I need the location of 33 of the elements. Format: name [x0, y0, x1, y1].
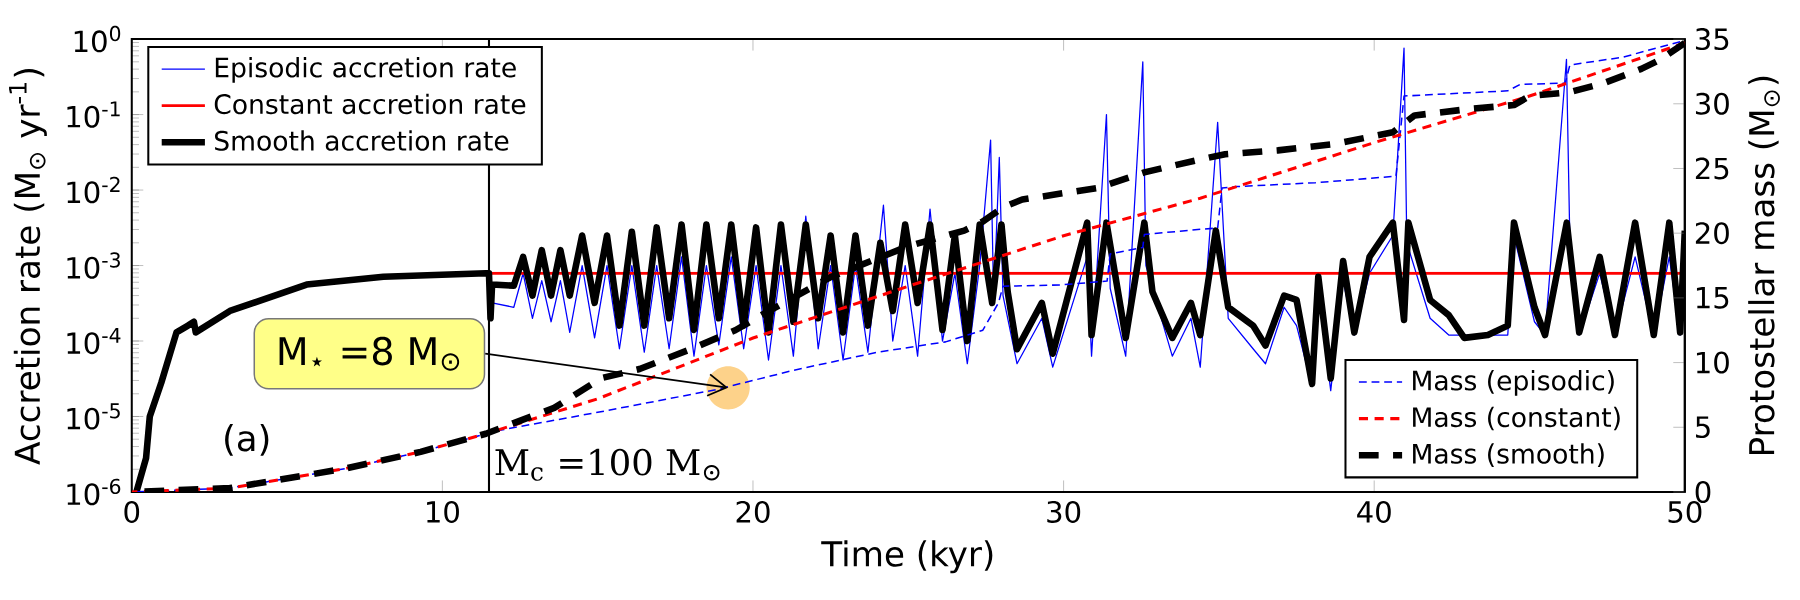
legend-label: Episodic accretion rate	[215, 57, 516, 83]
x-tick-label: 20	[736, 500, 770, 523]
x-axis-title: Time (kyr)	[821, 540, 993, 574]
x-tick-label: 10	[427, 500, 459, 523]
y-tick-label: 10$^{-1}$	[67, 101, 120, 128]
legend-label: Mass (smooth)	[1413, 443, 1604, 467]
y-tick-label: 10$^{-6}$	[67, 478, 121, 506]
y-tick-label: 10$^{-4}$	[67, 327, 121, 355]
x-tick-label: 40	[1357, 500, 1391, 523]
legend-label: Constant accretion rate	[214, 93, 526, 115]
y2-tick-label: 0	[1695, 480, 1711, 503]
y-tick-label: 10$^{-2}$	[67, 176, 120, 204]
y-axis-title: Accretion rate (M$_{⊙}$ yr$^{-1}$)	[9, 69, 47, 465]
y2-tick-label: 25	[1695, 157, 1729, 180]
legend-label: Smooth accretion rate	[215, 130, 509, 151]
y-tick-label: 10$^{0}$	[74, 25, 121, 53]
y-tick-label: 10$^{-5}$	[67, 403, 120, 430]
annotation: (a)	[225, 424, 269, 456]
y2-tick-label: 20	[1695, 222, 1729, 245]
y2-tick-label: 35	[1695, 28, 1729, 51]
y-tick-label: 10$^{-3}$	[67, 252, 120, 279]
y2-axis-title: Protostellar mass (M$_{⊙}$)	[1748, 76, 1780, 454]
x-tick-label: 30	[1047, 500, 1081, 523]
y2-tick-label: 5	[1696, 416, 1710, 439]
annotation: M$_{⋆}$ =8 M$_{⊙}$	[279, 336, 460, 371]
x-tick-label: 0	[124, 500, 140, 523]
legend-label: Mass (constant)	[1413, 406, 1620, 431]
y2-tick-label: 10	[1696, 351, 1729, 374]
legend-label: Mass (episodic)	[1413, 370, 1614, 396]
y2-tick-label: 15	[1696, 287, 1729, 309]
x-tick-label: 50	[1668, 500, 1702, 523]
y2-tick-label: 30	[1695, 92, 1729, 115]
annotation: M$_{c}$ =100 M$_{⊙}$	[495, 448, 720, 481]
